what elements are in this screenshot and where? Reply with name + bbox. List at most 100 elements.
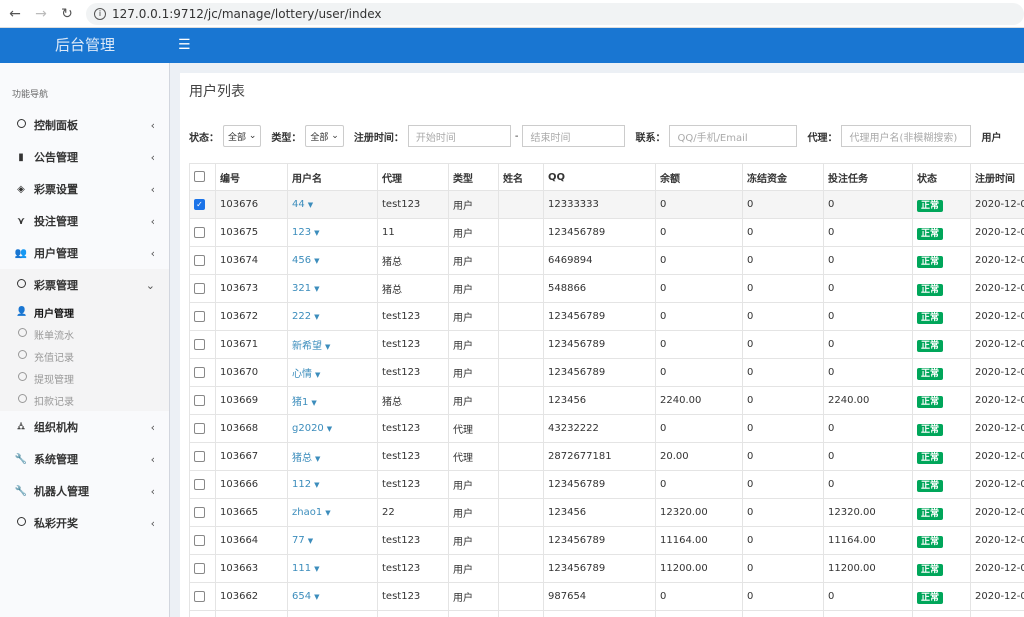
username-cell[interactable]: 654 ▼ (287, 582, 378, 611)
row-checkbox[interactable] (189, 610, 216, 617)
column-header[interactable]: 姓名 (498, 163, 544, 191)
username-link[interactable]: 猪总 (292, 453, 312, 464)
username-cell[interactable]: 555▼ (287, 610, 378, 617)
username-cell[interactable]: 猪1 ▼ (287, 386, 378, 415)
caret-down-icon[interactable]: ▼ (315, 455, 321, 463)
row-checkbox[interactable] (189, 414, 216, 443)
username-link[interactable]: 112 (292, 479, 312, 490)
caret-down-icon[interactable]: ▼ (326, 425, 333, 433)
username-cell[interactable]: 猪总 ▼ (287, 442, 378, 471)
column-header[interactable]: 用户名 (287, 163, 378, 191)
row-checkbox[interactable] (189, 554, 216, 583)
username-cell[interactable]: 44 ▼ (287, 190, 378, 219)
brand-title[interactable]: 后台管理 (54, 36, 115, 54)
username-link[interactable]: 44 (292, 199, 305, 210)
agent-input[interactable]: 代理用户名(非模糊搜索) (841, 125, 972, 147)
forward-icon[interactable]: → (35, 5, 47, 22)
sidebar-item[interactable]: ▮ 公告管理 ‹ (0, 141, 169, 173)
caret-down-icon[interactable]: ▼ (315, 371, 321, 379)
sidebar-item[interactable]: 🔧 机器人管理 ‹ (0, 475, 169, 507)
username-link[interactable]: zhao1 (292, 507, 323, 518)
caret-down-icon[interactable]: ▼ (314, 481, 320, 489)
column-header[interactable]: QQ (543, 163, 656, 191)
username-link[interactable]: g2020 (292, 423, 324, 434)
username-cell[interactable]: 456 ▼ (287, 246, 378, 275)
username-link[interactable]: 77 (292, 535, 305, 546)
row-checkbox[interactable] (189, 274, 216, 303)
row-checkbox[interactable] (189, 386, 216, 415)
sidebar-item[interactable]: ⛼ 组织机构 ‹ (0, 411, 169, 443)
username-link[interactable]: 123 (292, 227, 312, 238)
row-checkbox[interactable]: ✓ (189, 190, 216, 219)
hamburger-icon[interactable]: ☰ (178, 37, 191, 53)
column-header[interactable]: 状态 (912, 163, 971, 191)
row-checkbox[interactable] (189, 498, 216, 527)
row-checkbox[interactable] (189, 470, 216, 499)
username-link[interactable]: 猪1 (292, 397, 309, 408)
sidebar-item[interactable]: 私彩开奖 ‹ (0, 507, 169, 539)
row-checkbox[interactable] (189, 526, 216, 555)
username-cell[interactable]: 321 ▼ (287, 274, 378, 303)
sidebar-subitem[interactable]: 扣款记录 (0, 389, 169, 411)
row-checkbox[interactable] (189, 358, 216, 387)
column-header[interactable]: 代理 (377, 163, 449, 191)
username-link[interactable]: 111 (292, 563, 312, 574)
start-time-input[interactable]: 开始时间 (407, 125, 511, 147)
caret-down-icon[interactable]: ▼ (314, 593, 320, 601)
sidebar-subitem[interactable]: 充值记录 (0, 345, 169, 367)
username-cell[interactable]: g2020 ▼ (287, 414, 378, 443)
sidebar-item[interactable]: ◈ 彩票设置 ‹ (0, 173, 169, 205)
username-link[interactable]: 心情 (292, 369, 312, 380)
username-link[interactable]: 新希望 (292, 341, 322, 352)
caret-down-icon[interactable]: ▼ (314, 257, 320, 265)
back-icon[interactable]: ← (9, 5, 21, 22)
username-link[interactable]: 222 (292, 311, 312, 322)
row-checkbox[interactable] (189, 582, 216, 611)
column-header[interactable]: 投注任务 (823, 163, 913, 191)
reload-icon[interactable]: ↻ (61, 5, 73, 22)
row-checkbox[interactable] (189, 330, 216, 359)
column-header[interactable]: 类型 (448, 163, 499, 191)
username-cell[interactable]: 123 ▼ (287, 218, 378, 247)
contact-input[interactable]: QQ/手机/Email (669, 125, 798, 147)
sidebar-item[interactable]: ⋎ 投注管理 ‹ (0, 205, 169, 237)
username-cell[interactable]: zhao1 ▼ (287, 498, 378, 527)
select-all-checkbox[interactable] (189, 163, 216, 191)
column-header[interactable]: 编号 (215, 163, 288, 191)
caret-down-icon[interactable]: ▼ (311, 399, 317, 407)
caret-down-icon[interactable]: ▼ (307, 537, 314, 545)
info-icon[interactable]: i (94, 7, 106, 20)
column-header[interactable]: 注册时间 (970, 163, 1024, 191)
sidebar-item[interactable]: 🔧 系统管理 ‹ (0, 443, 169, 475)
username-link[interactable]: 321 (292, 283, 312, 294)
sidebar-subitem[interactable]: 提现管理 (0, 367, 169, 389)
column-header[interactable]: 冻结资金 (742, 163, 824, 191)
end-time-input[interactable]: 结束时间 (522, 125, 626, 147)
username-cell[interactable]: 112 ▼ (287, 470, 378, 499)
address-bar[interactable]: i 127.0.0.1:9712/jc/manage/lottery/user/i… (86, 2, 1024, 25)
username-cell[interactable]: 新希望 ▼ (287, 330, 378, 359)
username-cell[interactable]: 111 ▼ (287, 554, 378, 583)
sidebar-subitem[interactable]: 账单流水 (0, 323, 169, 345)
username-link[interactable]: 456 (292, 255, 312, 266)
caret-down-icon[interactable]: ▼ (307, 201, 314, 209)
type-select[interactable]: 全部 ⌄ (305, 125, 344, 147)
caret-down-icon[interactable]: ▼ (314, 229, 320, 237)
caret-down-icon[interactable]: ▼ (314, 285, 320, 293)
row-checkbox[interactable] (189, 302, 216, 331)
caret-down-icon[interactable]: ▼ (325, 509, 331, 517)
row-checkbox[interactable] (189, 218, 216, 247)
sidebar-item[interactable]: 控制面板 ‹ (0, 109, 169, 141)
row-checkbox[interactable] (189, 442, 216, 471)
username-link[interactable]: 654 (292, 591, 312, 602)
sidebar-item[interactable]: 彩票管理 ⌄ (0, 269, 169, 301)
username-cell[interactable]: 心情 ▼ (287, 358, 378, 387)
status-select[interactable]: 全部 ⌄ (223, 125, 262, 147)
column-header[interactable]: 余额 (655, 163, 743, 191)
row-checkbox[interactable] (189, 246, 216, 275)
caret-down-icon[interactable]: ▼ (314, 313, 320, 321)
username-cell[interactable]: 222 ▼ (287, 302, 378, 331)
sidebar-subitem[interactable]: 👤 用户管理 (0, 301, 169, 323)
caret-down-icon[interactable]: ▼ (325, 343, 331, 351)
caret-down-icon[interactable]: ▼ (314, 565, 320, 573)
